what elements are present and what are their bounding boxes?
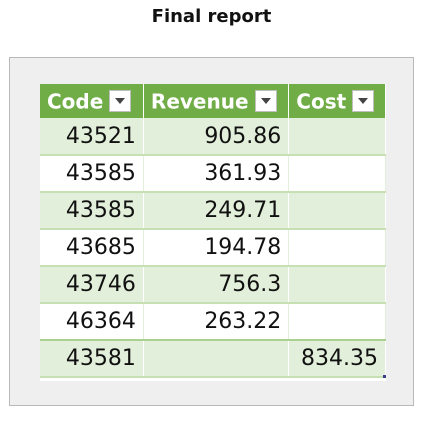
column-header-code[interactable]: Code — [40, 84, 144, 118]
table-row: 43746 756.3 — [40, 266, 386, 303]
column-header-label: Revenue — [150, 89, 249, 114]
cell-revenue[interactable]: 756.3 — [143, 266, 290, 303]
column-header-revenue[interactable]: Revenue — [143, 84, 290, 118]
cell-cost[interactable]: 834.35 — [288, 339, 386, 377]
column-header-label: Code — [47, 89, 104, 114]
cell-code[interactable]: 43581 — [40, 339, 144, 377]
cell-revenue[interactable]: 263.22 — [143, 303, 290, 340]
table-row: 43585 249.71 — [40, 192, 386, 229]
cell-revenue[interactable]: 249.71 — [143, 192, 290, 229]
column-header-label: Cost — [296, 89, 347, 114]
cell-code[interactable]: 46364 — [40, 303, 144, 340]
cell-cost[interactable] — [288, 229, 386, 266]
cell-code[interactable]: 43521 — [40, 118, 144, 155]
cell-revenue[interactable]: 361.93 — [143, 155, 290, 192]
data-table-viewport: Code Revenue Cost 43521 905.86 43585 361… — [40, 84, 386, 381]
filter-dropdown-icon[interactable] — [254, 89, 277, 112]
table-row: 43585 361.93 — [40, 155, 386, 192]
table-row: 46364 263.22 — [40, 303, 386, 340]
data-table: Code Revenue Cost 43521 905.86 43585 361… — [40, 84, 386, 378]
cell-code[interactable]: 43685 — [40, 229, 144, 266]
cell-code[interactable]: 43585 — [40, 192, 144, 229]
cell-cost[interactable] — [288, 118, 386, 155]
table-row: 43521 905.86 — [40, 118, 386, 155]
table-resize-handle[interactable] — [383, 375, 386, 378]
table-header-row: Code Revenue Cost — [40, 84, 386, 118]
column-header-cost[interactable]: Cost — [288, 84, 386, 118]
filter-dropdown-icon[interactable] — [109, 89, 132, 112]
cell-code[interactable]: 43746 — [40, 266, 144, 303]
cell-revenue[interactable]: 905.86 — [143, 118, 290, 155]
cell-code[interactable]: 43585 — [40, 155, 144, 192]
cell-revenue[interactable]: 194.78 — [143, 229, 290, 266]
page-title: Final report — [151, 6, 272, 27]
cell-revenue[interactable] — [143, 339, 290, 377]
cell-cost[interactable] — [288, 192, 386, 229]
cell-cost[interactable] — [288, 266, 386, 303]
filter-dropdown-icon[interactable] — [352, 89, 375, 112]
cell-cost[interactable] — [288, 155, 386, 192]
cell-cost[interactable] — [288, 303, 386, 340]
table-row: 43685 194.78 — [40, 229, 386, 266]
table-row-total: 43581 834.35 — [40, 339, 386, 377]
